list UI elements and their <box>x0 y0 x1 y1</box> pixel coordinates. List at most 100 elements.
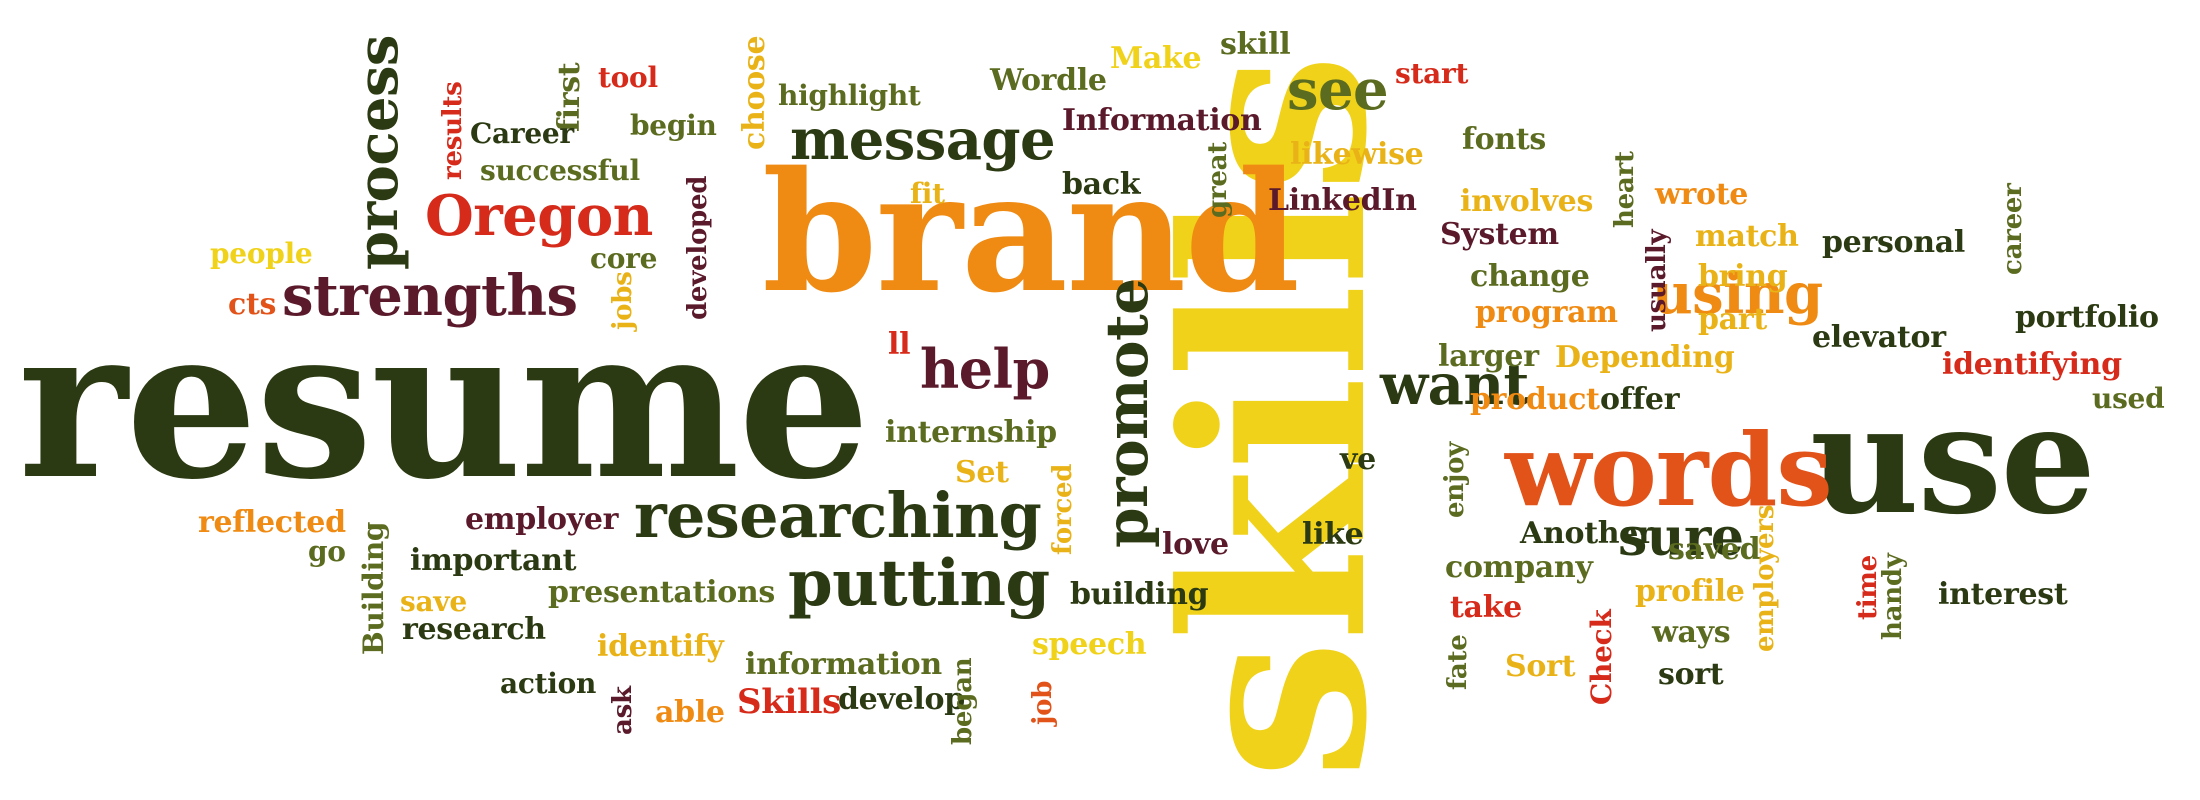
word-highlight: highlight <box>778 79 921 112</box>
word-larger: larger <box>1438 339 1539 374</box>
word-save: save <box>400 585 467 618</box>
word-using: using <box>1652 261 1823 327</box>
word-information-cap: Information <box>1062 103 1262 138</box>
word-message: message <box>790 107 1056 173</box>
word-program: program <box>1475 295 1618 330</box>
word-go: go <box>308 535 346 568</box>
word-take: take <box>1450 590 1522 625</box>
word-brand: brand <box>762 135 1300 329</box>
word-results: results <box>438 81 468 181</box>
word-strengths: strengths <box>282 263 578 329</box>
word-skills-cap: Skills <box>737 682 841 722</box>
word-heart: heart <box>1610 151 1640 228</box>
word-identify: identify <box>597 629 724 664</box>
word-fit: fit <box>910 177 945 210</box>
word-fonts: fonts <box>1462 122 1546 157</box>
word-employers: employers <box>1750 504 1780 652</box>
word-profile: profile <box>1635 574 1745 609</box>
word-personal: personal <box>1822 225 1966 260</box>
word-choose: choose <box>737 35 772 150</box>
word-company: company <box>1445 550 1593 585</box>
word-successful: successful <box>480 154 640 187</box>
word-involves: involves <box>1460 184 1594 219</box>
word-researching: researching <box>634 479 1042 552</box>
word-back: back <box>1062 167 1141 202</box>
word-match: match <box>1695 219 1799 254</box>
word-resume: resume <box>18 282 870 526</box>
word-job: job <box>1028 680 1058 725</box>
word-system: System <box>1440 217 1559 252</box>
word-linkedin: LinkedIn <box>1268 183 1417 218</box>
word-skill: skill <box>1220 27 1291 62</box>
word-elevator: elevator <box>1812 320 1946 355</box>
word-speech: speech <box>1032 627 1147 662</box>
word-sure: sure <box>1618 507 1744 568</box>
word-building: building <box>1070 577 1209 612</box>
word-putting: putting <box>788 546 1050 621</box>
word-wrote: wrote <box>1655 177 1749 212</box>
word-sort: sort <box>1658 657 1724 692</box>
word-like: like <box>1302 517 1364 552</box>
word-reflected: reflected <box>198 505 346 540</box>
word-internship: internship <box>885 415 1057 450</box>
word-jobs: jobs <box>608 271 638 330</box>
word-wordle: Wordle <box>990 63 1107 98</box>
word-offer: offer <box>1600 382 1680 417</box>
word-likewise: likewise <box>1290 137 1424 172</box>
word-see: see <box>1287 57 1389 123</box>
word-portfolio: portfolio <box>2015 300 2159 335</box>
word-develop: develop <box>838 682 965 717</box>
word-process: process <box>345 35 411 270</box>
word-promote: promote <box>1093 278 1161 549</box>
word-handy: handy <box>1878 553 1908 640</box>
word-start: start <box>1395 57 1469 90</box>
word-career-lower: career <box>1998 183 2028 275</box>
word-presentations: presentations <box>548 575 776 610</box>
word-depending: Depending <box>1555 340 1735 375</box>
word-love: love <box>1162 527 1229 562</box>
word-ask: ask <box>608 686 638 735</box>
word-help: help <box>920 337 1050 401</box>
word-information: information <box>745 647 942 682</box>
word-check: Check <box>1585 609 1618 705</box>
word-part: part <box>1698 302 1767 337</box>
word-usually: usually <box>1642 229 1672 332</box>
word-fate: fate <box>1443 634 1473 690</box>
word-set: Set <box>955 455 1009 490</box>
word-tool: tool <box>598 61 658 94</box>
word-bring: bring <box>1698 259 1788 294</box>
word-ll: ll <box>888 327 911 362</box>
word-oregon: Oregon <box>425 183 653 249</box>
word-another: Another <box>1520 516 1654 551</box>
word-want: want <box>1380 352 1529 418</box>
word-begin: begin <box>630 109 717 142</box>
word-make: Make <box>1110 41 1202 76</box>
word-developed: developed <box>683 175 713 320</box>
word-used: used <box>2092 382 2165 415</box>
word-research: research <box>402 612 546 647</box>
word-core: core <box>590 242 658 275</box>
word-began: began <box>948 657 978 745</box>
word-important: important <box>410 543 577 578</box>
word-change: change <box>1470 259 1590 294</box>
word-words: words <box>1505 411 1833 529</box>
word-use: use <box>1810 372 2096 548</box>
word-ve: ve <box>1340 442 1376 477</box>
word-building-cap: Building <box>357 521 390 655</box>
word-action: action <box>500 667 597 700</box>
word-people: people <box>210 237 313 270</box>
word-great: great <box>1203 142 1233 218</box>
word-forced: forced <box>1048 463 1078 555</box>
word-career: Career <box>470 117 574 150</box>
word-ways: ways <box>1652 615 1731 650</box>
word-identifying: identifying <box>1942 347 2122 382</box>
word-cts: cts <box>228 287 277 322</box>
word-able: able <box>655 695 725 730</box>
word-saved: saved <box>1668 532 1761 567</box>
word-sort-cap: Sort <box>1505 649 1576 684</box>
word-employer: employer <box>465 502 619 537</box>
word-enjoy: enjoy <box>1440 441 1470 518</box>
word-interest: interest <box>1938 577 2068 612</box>
word-product: product <box>1470 382 1600 417</box>
